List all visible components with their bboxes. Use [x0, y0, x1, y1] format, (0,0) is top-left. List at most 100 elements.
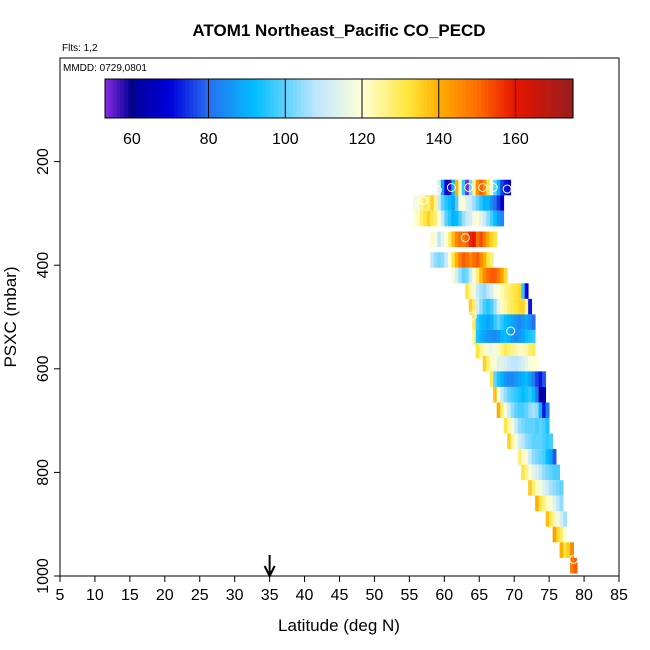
- heatmap-cell: [517, 355, 522, 372]
- heatmap-cell: [430, 210, 435, 227]
- heatmap-cell: [496, 386, 501, 403]
- heatmap-cell: [447, 252, 452, 268]
- colorbar-segment: [569, 79, 574, 118]
- heatmap-cell: [468, 179, 473, 196]
- heatmap-cell: [531, 402, 536, 419]
- heatmap-cell: [489, 371, 494, 387]
- heatmap-cell: [542, 386, 547, 403]
- heatmap-cell: [496, 267, 501, 284]
- colorbar-segment: [469, 79, 474, 118]
- colorbar-segment: [350, 79, 355, 118]
- heatmap-cell: [468, 210, 473, 227]
- heatmap-cell: [433, 252, 438, 268]
- heatmap-cell: [556, 511, 560, 527]
- heatmap-cell: [545, 418, 550, 434]
- heatmap-cell: [475, 210, 480, 227]
- colorbar-segment: [446, 79, 451, 118]
- colorbar-segment: [231, 79, 237, 118]
- heatmap-cell: [423, 210, 428, 227]
- heatmap-cell: [531, 418, 536, 434]
- heatmap-cell: [531, 464, 536, 481]
- heatmap-cell: [517, 433, 522, 450]
- heatmap-cell: [482, 231, 487, 248]
- colorbar-segment: [296, 79, 302, 118]
- heatmap-cell: [447, 231, 452, 248]
- heatmap-cell: [531, 386, 536, 403]
- colorbar-segment: [181, 79, 187, 118]
- heatmap-cell: [475, 342, 480, 359]
- colorbar-segment: [193, 79, 198, 118]
- heatmap-cell: [514, 298, 519, 315]
- colorbar-segment: [526, 79, 532, 118]
- colorbar-segment: [496, 79, 501, 118]
- heatmap-cell: [500, 283, 505, 299]
- colorbar-segment: [411, 79, 417, 118]
- heatmap-cell: [549, 480, 554, 496]
- colorbar-segment: [511, 79, 517, 118]
- heatmap-cell: [542, 449, 547, 465]
- heatmap-cell: [489, 314, 494, 330]
- colorbar-segment: [342, 79, 348, 118]
- heatmap-cell: [500, 402, 505, 419]
- x-tick-label: 50: [366, 587, 384, 604]
- colorbar-segment: [392, 79, 398, 118]
- x-tick-label: 15: [121, 587, 139, 604]
- data-point: [523, 232, 533, 242]
- heatmap-cell: [521, 464, 526, 481]
- colorbar-segment: [457, 79, 463, 118]
- colorbar-segment: [273, 79, 279, 118]
- colorbar-segment: [404, 79, 409, 118]
- heatmap-cell: [510, 283, 515, 299]
- heatmap-cell: [468, 283, 473, 299]
- colorbar-segment: [461, 79, 467, 118]
- heatmap-cell: [444, 195, 449, 211]
- colorbar-segment: [289, 79, 294, 118]
- data-point: [488, 183, 498, 192]
- heatmap-cell: [503, 329, 508, 346]
- colorbar-segment: [292, 79, 298, 118]
- heatmap-cell: [440, 195, 445, 211]
- heatmap-cell: [531, 355, 536, 372]
- heatmap-cell: [563, 542, 567, 558]
- x-tick-label: 80: [575, 587, 593, 604]
- heatmap-cell: [496, 329, 501, 346]
- heatmap-cell: [493, 231, 498, 248]
- heatmap-cell: [482, 329, 487, 346]
- colorbar-segment: [331, 79, 336, 118]
- colorbar-segment: [423, 79, 428, 118]
- heatmap-cell: [437, 195, 442, 211]
- colorbar-segment: [354, 79, 359, 118]
- heatmap-cell: [486, 231, 491, 248]
- heatmap-cell: [489, 329, 494, 346]
- y-tick-label: 200: [35, 148, 52, 175]
- heatmap-cell: [489, 298, 494, 315]
- colorbar-segment: [185, 79, 190, 118]
- heatmap-cell: [507, 314, 512, 330]
- heatmap-cell: [514, 329, 519, 346]
- heatmap-cell: [524, 329, 529, 346]
- heatmap-cell: [510, 402, 515, 419]
- colorbar-segment: [108, 79, 114, 118]
- colorbar-segment: [243, 79, 248, 118]
- heatmap-cell: [468, 267, 473, 284]
- heatmap-cell: [447, 179, 452, 196]
- colorbar-segment: [189, 79, 194, 118]
- heatmap-cell: [549, 433, 554, 450]
- heatmap-cell: [489, 179, 494, 196]
- heatmap-cell: [514, 433, 519, 450]
- heatmap-cell: [493, 267, 498, 284]
- heatmap-cell: [493, 371, 498, 387]
- data-point: [460, 233, 470, 243]
- heatmap-cell: [451, 252, 456, 268]
- x-axis-label: Latitude (deg N): [278, 616, 400, 635]
- heatmap-cell: [521, 283, 526, 299]
- heatmap-cell: [430, 231, 435, 248]
- heatmap-cell: [535, 464, 540, 481]
- colorbar-segment: [312, 79, 317, 118]
- data-point: [548, 185, 558, 195]
- colorbar-segment: [438, 79, 444, 118]
- colorbar-segment: [262, 79, 267, 118]
- heatmap-cell: [461, 195, 466, 211]
- heatmap-cell: [440, 252, 445, 268]
- heatmap-cell: [524, 464, 529, 481]
